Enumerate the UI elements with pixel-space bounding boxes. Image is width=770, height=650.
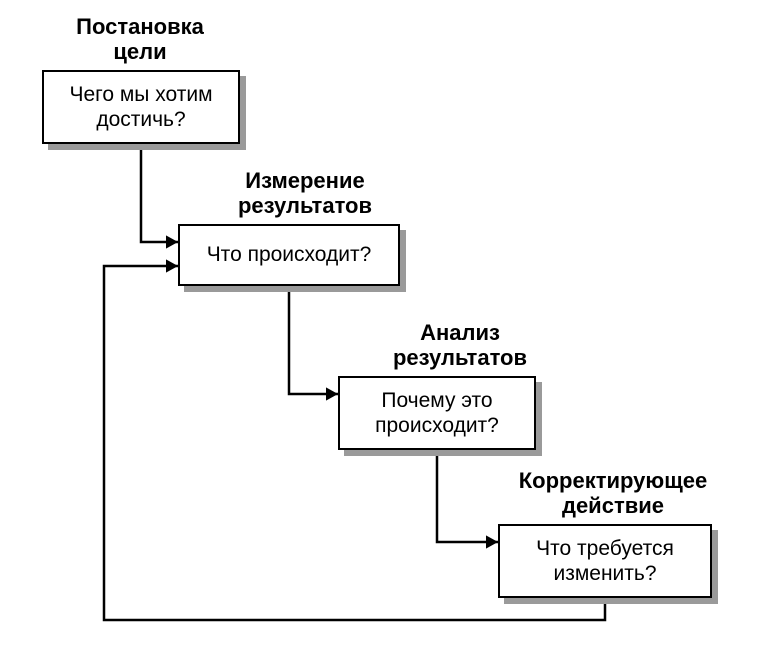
arrowhead-icon [166, 235, 178, 248]
arrowhead-icon [326, 387, 338, 400]
node-label-measure: Что происходит? [207, 242, 372, 267]
node-box-analyze: Почему это происходит? [338, 376, 536, 450]
node-box-goal: Чего мы хотим достичь? [42, 70, 240, 144]
node-title-correct: Корректирующее действие [488, 468, 738, 519]
node-title-measure: Измерение результатов [210, 168, 400, 219]
node-box-measure: Что происходит? [178, 224, 400, 286]
flowchart-canvas: Постановка цели Чего мы хотим достичь? Изм… [0, 0, 770, 650]
edge-goal-to-measure [141, 144, 178, 242]
arrowhead-icon [166, 259, 178, 272]
node-title-analyze: Анализ результатов [370, 320, 550, 371]
arrowhead-icon [486, 535, 498, 548]
edge-measure-to-analyze [289, 286, 338, 394]
node-label-analyze: Почему это происходит? [375, 388, 499, 438]
node-label-goal: Чего мы хотим достичь? [69, 82, 212, 132]
node-title-goal: Постановка цели [50, 14, 230, 65]
node-label-correct: Что требуется изменить? [536, 536, 674, 586]
node-box-correct: Что требуется изменить? [498, 524, 712, 598]
